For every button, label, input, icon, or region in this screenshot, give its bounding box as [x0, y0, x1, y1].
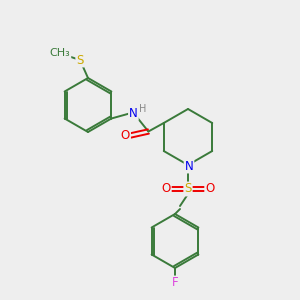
Text: F: F — [172, 277, 178, 290]
Text: O: O — [121, 129, 130, 142]
Text: N: N — [129, 107, 138, 120]
Text: S: S — [184, 182, 192, 196]
Text: N: N — [184, 160, 194, 172]
Text: O: O — [161, 182, 171, 196]
Text: S: S — [76, 53, 84, 67]
Text: O: O — [206, 182, 214, 196]
Text: H: H — [139, 104, 146, 115]
Text: CH₃: CH₃ — [50, 48, 70, 58]
